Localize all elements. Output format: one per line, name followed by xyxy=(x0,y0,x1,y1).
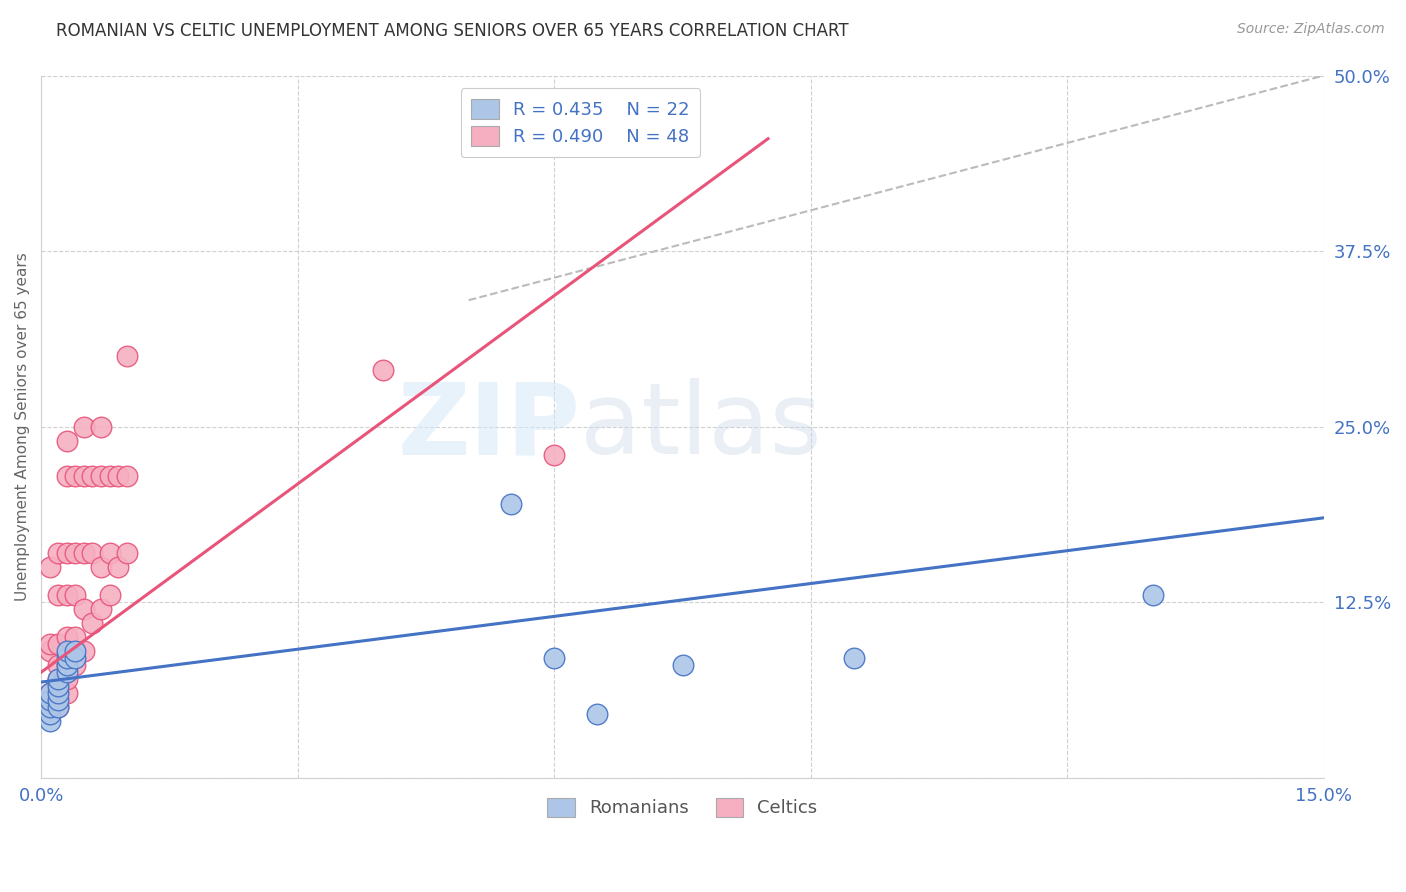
Point xyxy=(82,546,104,560)
Point xyxy=(501,497,523,511)
Point xyxy=(65,644,87,658)
Point xyxy=(98,546,121,560)
Text: ROMANIAN VS CELTIC UNEMPLOYMENT AMONG SENIORS OVER 65 YEARS CORRELATION CHART: ROMANIAN VS CELTIC UNEMPLOYMENT AMONG SE… xyxy=(56,22,849,40)
Point xyxy=(46,686,69,700)
Point xyxy=(73,468,96,483)
Point xyxy=(55,686,77,700)
Point xyxy=(55,434,77,448)
Point xyxy=(98,468,121,483)
Point xyxy=(46,658,69,673)
Point xyxy=(55,658,77,673)
Point xyxy=(55,651,77,665)
Point xyxy=(38,707,60,722)
Point xyxy=(115,546,138,560)
Text: Source: ZipAtlas.com: Source: ZipAtlas.com xyxy=(1237,22,1385,37)
Point xyxy=(46,588,69,602)
Point xyxy=(65,630,87,644)
Point xyxy=(90,468,112,483)
Point xyxy=(90,560,112,574)
Point xyxy=(107,468,129,483)
Point xyxy=(55,630,77,644)
Point xyxy=(38,707,60,722)
Text: atlas: atlas xyxy=(579,378,821,475)
Point xyxy=(46,546,69,560)
Point xyxy=(82,616,104,631)
Point xyxy=(65,651,87,665)
Point xyxy=(55,468,77,483)
Point xyxy=(65,658,87,673)
Point xyxy=(38,637,60,651)
Point xyxy=(55,588,77,602)
Point xyxy=(46,693,69,707)
Point xyxy=(90,419,112,434)
Point xyxy=(73,602,96,616)
Point xyxy=(46,673,69,687)
Point xyxy=(55,546,77,560)
Point xyxy=(73,546,96,560)
Point xyxy=(98,588,121,602)
Point xyxy=(543,651,565,665)
Point xyxy=(55,673,77,687)
Y-axis label: Unemployment Among Seniors over 65 years: Unemployment Among Seniors over 65 years xyxy=(15,252,30,601)
Point xyxy=(373,363,395,377)
Point xyxy=(115,468,138,483)
Point xyxy=(55,644,77,658)
Point xyxy=(1142,588,1164,602)
Point xyxy=(82,468,104,483)
Point xyxy=(55,665,77,680)
Point xyxy=(65,546,87,560)
Point xyxy=(842,651,865,665)
Point xyxy=(671,658,693,673)
Point xyxy=(38,693,60,707)
Point xyxy=(46,673,69,687)
Point xyxy=(107,560,129,574)
Point xyxy=(73,644,96,658)
Point xyxy=(38,714,60,729)
Point xyxy=(65,588,87,602)
Legend: Romanians, Celtics: Romanians, Celtics xyxy=(540,790,825,825)
Point xyxy=(543,448,565,462)
Point xyxy=(38,693,60,707)
Point xyxy=(55,658,77,673)
Point xyxy=(46,700,69,714)
Point xyxy=(38,700,60,714)
Point xyxy=(46,637,69,651)
Point xyxy=(38,644,60,658)
Point xyxy=(115,349,138,363)
Point xyxy=(73,419,96,434)
Point xyxy=(90,602,112,616)
Text: ZIP: ZIP xyxy=(396,378,579,475)
Point xyxy=(46,686,69,700)
Point xyxy=(38,686,60,700)
Point xyxy=(38,560,60,574)
Point xyxy=(46,679,69,693)
Point xyxy=(65,468,87,483)
Point xyxy=(46,700,69,714)
Point xyxy=(586,707,609,722)
Point xyxy=(38,686,60,700)
